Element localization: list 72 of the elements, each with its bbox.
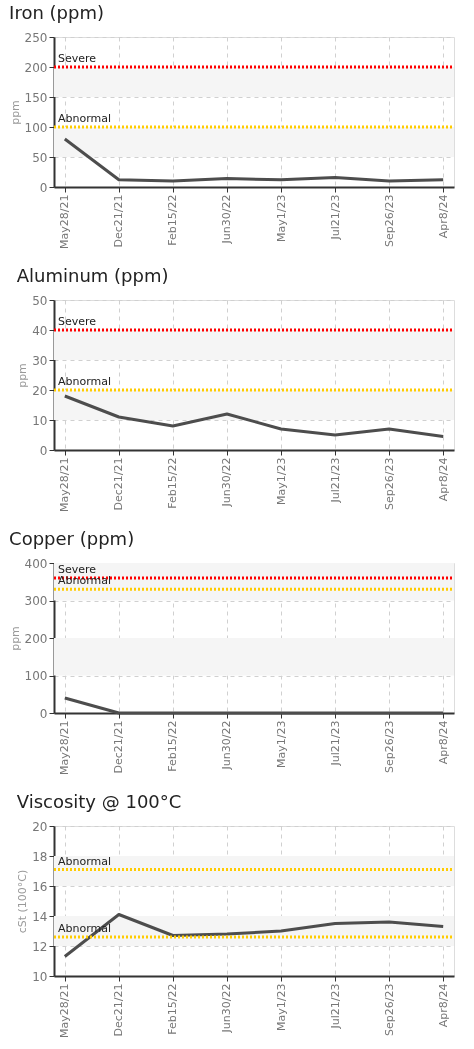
y-tick-label: 250 <box>24 30 48 45</box>
y-axis-title: ppm <box>16 363 30 388</box>
y-tick-label: 20 <box>32 819 48 834</box>
x-tick-label: Dec21/21 <box>112 457 126 511</box>
y-tick-label: 200 <box>24 60 48 75</box>
x-tick-label: Jul21/23 <box>328 983 342 1030</box>
y-tick-label: 400 <box>24 556 48 571</box>
x-tick-label: Jun30/22 <box>220 720 234 771</box>
x-tick-label: May1/23 <box>274 457 288 505</box>
x-tick-label: Jun30/22 <box>220 457 234 508</box>
y-tick-label: 200 <box>24 631 48 646</box>
y-axis-title: ppm <box>8 626 22 651</box>
x-tick-label: Jul21/23 <box>328 720 342 767</box>
y-tick-label: 150 <box>24 90 48 105</box>
x-tick-label: May1/23 <box>274 720 288 768</box>
y-tick-label: 100 <box>24 669 48 683</box>
x-tick-label: May28/21 <box>58 983 72 1038</box>
line-series <box>63 137 445 183</box>
x-tick-label: May28/21 <box>58 194 72 249</box>
y-axis-title: ppm <box>8 100 22 125</box>
chart-title: Copper (ppm) <box>9 528 135 549</box>
x-tick-label: Feb15/22 <box>166 720 180 772</box>
y-tick-label: 0 <box>39 180 48 195</box>
y-tick-label: 16 <box>32 879 48 894</box>
x-tick-label: Jul21/23 <box>328 194 342 241</box>
ref-line-label: Severe <box>58 52 97 65</box>
x-tick-label: Apr8/24 <box>436 720 450 765</box>
y-tick-label: 50 <box>32 150 48 165</box>
x-tick-label: May28/21 <box>58 720 72 775</box>
x-tick-label: Sep26/23 <box>382 720 396 773</box>
y-tick-label: 30 <box>32 353 48 368</box>
ref-line-label: Abnormal <box>58 854 112 868</box>
x-tick-label: Sep26/23 <box>382 457 396 510</box>
x-tick-label: Jun30/22 <box>220 983 234 1034</box>
x-tick-label: Feb15/22 <box>166 983 180 1035</box>
x-tick-label: May28/21 <box>58 457 72 512</box>
y-tick-label: 12 <box>32 939 48 954</box>
chart-title: Aluminum (ppm) <box>16 265 169 286</box>
x-tick-label: Sep26/23 <box>382 983 396 1036</box>
x-tick-label: Jul21/23 <box>328 457 342 504</box>
y-tick-label: 40 <box>32 323 48 338</box>
ref-line-label: Abnormal <box>58 375 112 388</box>
y-tick-label: 100 <box>24 120 48 135</box>
ref-line-label: Abnormal <box>58 574 112 588</box>
x-tick-label: Apr8/24 <box>436 983 450 1028</box>
x-tick-label: Sep26/23 <box>382 194 396 247</box>
ref-line-label: Severe <box>58 315 97 328</box>
x-tick-label: May1/23 <box>274 983 288 1031</box>
y-tick-label: 0 <box>39 706 48 721</box>
x-tick-label: Dec21/21 <box>112 720 126 774</box>
chart-title: Viscosity @ 100°C <box>16 791 182 812</box>
y-axis-title: cSt (100°C) <box>16 869 30 934</box>
x-tick-label: Dec21/21 <box>112 983 126 1037</box>
ref-line-label: Abnormal <box>58 112 112 125</box>
y-tick-label: 20 <box>32 383 48 398</box>
y-tick-label: 10 <box>32 413 48 428</box>
y-tick-label: 10 <box>32 969 48 984</box>
line-series <box>63 394 445 438</box>
y-tick-label: 50 <box>32 293 48 308</box>
chart-title: Iron (ppm) <box>9 2 104 23</box>
y-tick-label: 14 <box>32 909 48 924</box>
x-tick-label: Dec21/21 <box>112 194 126 248</box>
y-tick-label: 0 <box>39 443 48 458</box>
x-tick-label: Apr8/24 <box>436 194 450 239</box>
y-tick-label: 300 <box>24 594 48 608</box>
x-tick-label: Apr8/24 <box>436 457 450 502</box>
x-tick-label: Jun30/22 <box>220 194 234 245</box>
x-tick-label: May1/23 <box>274 194 288 242</box>
y-tick-label: 18 <box>32 849 48 864</box>
x-tick-label: Feb15/22 <box>166 457 180 509</box>
x-tick-label: Feb15/22 <box>166 194 180 246</box>
ref-line-label: Severe <box>58 563 97 576</box>
